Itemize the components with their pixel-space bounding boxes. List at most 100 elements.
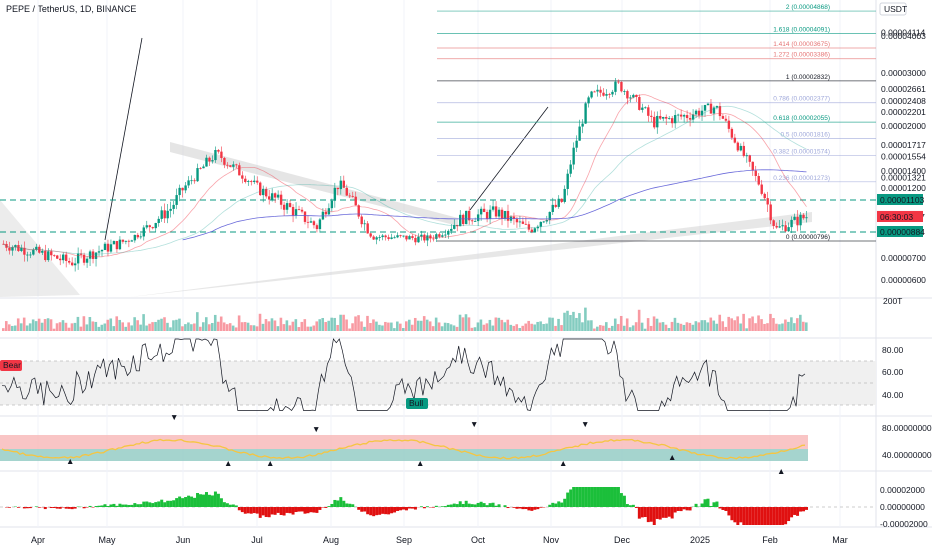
- momentum-bar: [587, 487, 591, 507]
- momentum-bar: [425, 506, 429, 507]
- candle: [44, 250, 47, 261]
- candle: [533, 228, 537, 232]
- volume-bar: [291, 321, 295, 331]
- candle: [133, 234, 137, 241]
- volume-bar: [512, 325, 516, 331]
- momentum-bar: [443, 506, 447, 507]
- symbol-title: PEPE / TetherUS, 1D, BINANCE: [6, 4, 137, 14]
- candle: [408, 236, 411, 240]
- candle: [623, 91, 626, 92]
- candle: [542, 221, 546, 223]
- momentum-bar: [252, 507, 256, 514]
- momentum-bar: [572, 487, 576, 507]
- momentum-bar: [219, 498, 223, 507]
- momentum-bar: [407, 507, 411, 509]
- candle: [420, 234, 423, 237]
- momentum-bar: [736, 507, 740, 525]
- momentum-bar: [413, 507, 417, 510]
- volume-bar: [222, 322, 226, 331]
- momentum-bar: [339, 497, 343, 507]
- volume-bar: [109, 318, 113, 331]
- volume-bar: [213, 314, 217, 331]
- oscillator-line: [1, 438, 806, 460]
- volume-bar: [760, 319, 763, 331]
- momentum-bar: [136, 504, 140, 507]
- candle: [500, 209, 504, 219]
- volume-bar: [781, 323, 784, 331]
- candle: [438, 234, 441, 237]
- volume-bar: [91, 321, 95, 331]
- candle: [250, 181, 253, 183]
- momentum-bar: [157, 501, 161, 507]
- candle: [181, 187, 184, 191]
- volume-bar: [273, 320, 277, 331]
- volume-bar: [103, 323, 107, 331]
- momentum-bar: [455, 504, 459, 507]
- volume-bar: [345, 319, 348, 331]
- volume-bar: [255, 326, 259, 331]
- candle: [465, 210, 468, 225]
- momentum-bar: [396, 507, 400, 511]
- momentum-bar: [745, 507, 749, 525]
- momentum-bar: [607, 487, 611, 507]
- candle: [447, 230, 450, 235]
- momentum-tick: 0.00002000: [880, 485, 925, 495]
- candle: [91, 251, 95, 259]
- volume-bar: [282, 324, 286, 331]
- volume-bar: [491, 325, 495, 331]
- volume-bar: [778, 324, 781, 331]
- momentum-bar: [94, 506, 98, 507]
- momentum-bar: [327, 506, 331, 507]
- candle: [375, 237, 378, 240]
- volume-bar: [196, 312, 199, 331]
- candle: [229, 165, 232, 167]
- momentum-bar: [378, 507, 382, 515]
- candle: [318, 219, 322, 230]
- volume-bar: [399, 323, 402, 331]
- volume-bar: [494, 317, 498, 331]
- momentum-bar: [799, 507, 803, 512]
- volume-bar: [19, 323, 23, 331]
- candle: [629, 97, 632, 99]
- candle: [566, 173, 569, 189]
- volume-bar: [315, 321, 319, 331]
- candle: [38, 246, 41, 253]
- volume-bar: [473, 327, 477, 331]
- candle: [515, 218, 519, 223]
- volume-bar: [52, 328, 56, 331]
- momentum-bar: [739, 507, 743, 523]
- candle: [527, 224, 531, 230]
- momentum-bar: [172, 500, 176, 507]
- volume-bar: [204, 317, 208, 331]
- volume-bar: [324, 322, 327, 331]
- candle: [50, 251, 53, 256]
- momentum-bar: [467, 503, 471, 507]
- volume-bar: [142, 314, 145, 331]
- candle: [366, 223, 369, 234]
- momentum-bar: [384, 507, 388, 515]
- momentum-bar: [655, 507, 659, 519]
- momentum-bar: [175, 498, 179, 507]
- candle: [312, 221, 316, 226]
- candle: [754, 170, 757, 176]
- candle: [333, 187, 337, 201]
- candle: [694, 110, 698, 115]
- candle: [56, 255, 59, 259]
- candle: [557, 198, 560, 207]
- candle: [184, 185, 187, 191]
- volume-bar: [79, 326, 83, 331]
- candle: [226, 164, 229, 166]
- volume-bar: [637, 309, 641, 331]
- momentum-bar: [700, 503, 704, 507]
- volume-bar: [106, 319, 110, 331]
- price-tick: 0.00000700: [881, 253, 926, 263]
- volume-bar: [554, 325, 557, 331]
- candle: [766, 198, 769, 205]
- candle: [178, 187, 181, 196]
- momentum-bar: [58, 507, 62, 509]
- candle: [172, 204, 175, 209]
- momentum-bar: [28, 507, 32, 509]
- candle: [578, 126, 581, 141]
- momentum-bar: [294, 507, 298, 513]
